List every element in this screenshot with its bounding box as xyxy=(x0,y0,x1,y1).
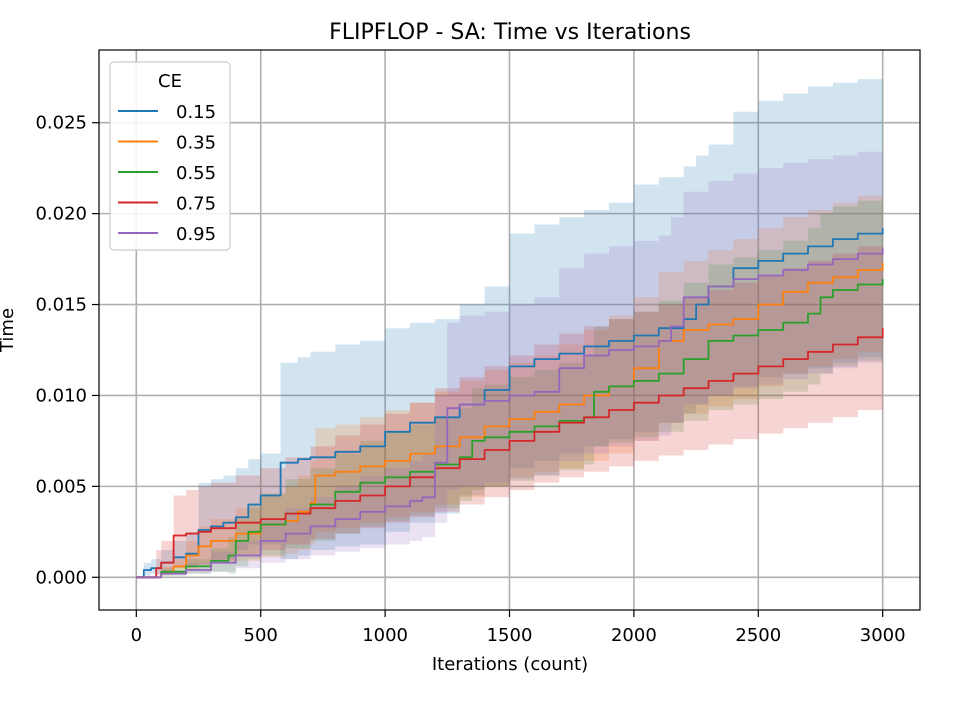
y-tick-label: 0.000 xyxy=(35,567,87,588)
x-tick-label: 500 xyxy=(244,625,278,646)
x-tick-label: 3000 xyxy=(860,625,906,646)
chart-title: FLIPFLOP - SA: Time vs Iterations xyxy=(329,20,691,45)
x-tick-label: 2500 xyxy=(735,625,781,646)
tick-labels: 0 500 1000 1500 2000 2500 3000 0.000 0.005 0.010 0… xyxy=(35,113,905,646)
band-0.15 xyxy=(136,77,883,578)
band-0.75 xyxy=(136,239,883,578)
series-line-0.55 xyxy=(136,279,884,579)
y-tick-label: 0.025 xyxy=(35,113,87,134)
x-tick-label: 1500 xyxy=(487,625,533,646)
band-0.95 xyxy=(136,148,883,578)
legend-title: CE xyxy=(158,71,182,92)
y-tick-label: 0.020 xyxy=(35,204,87,225)
legend-label-0.95: 0.95 xyxy=(176,224,216,245)
y-axis-label: Time xyxy=(0,308,18,353)
series-line-0.95 xyxy=(136,248,884,579)
y-tick-label: 0.005 xyxy=(35,476,87,497)
legend-label-0.15: 0.15 xyxy=(176,102,216,123)
series-line-0.35 xyxy=(136,262,884,579)
y-tick-label: 0.010 xyxy=(35,385,87,406)
x-tick-label: 1000 xyxy=(362,625,408,646)
series-lines xyxy=(136,228,884,579)
x-tick-label: 0 xyxy=(131,625,142,646)
legend-label-0.35: 0.35 xyxy=(176,133,216,154)
legend-label-0.75: 0.75 xyxy=(176,194,216,215)
legend-label-0.55: 0.55 xyxy=(176,163,216,184)
x-axis-label: Iterations (count) xyxy=(432,654,588,675)
series-line-0.75 xyxy=(136,328,884,579)
y-tick-label: 0.015 xyxy=(35,295,87,316)
x-tick-label: 2000 xyxy=(611,625,657,646)
legend: CE 0.15 0.35 0.55 0.75 0.95 xyxy=(109,61,231,251)
